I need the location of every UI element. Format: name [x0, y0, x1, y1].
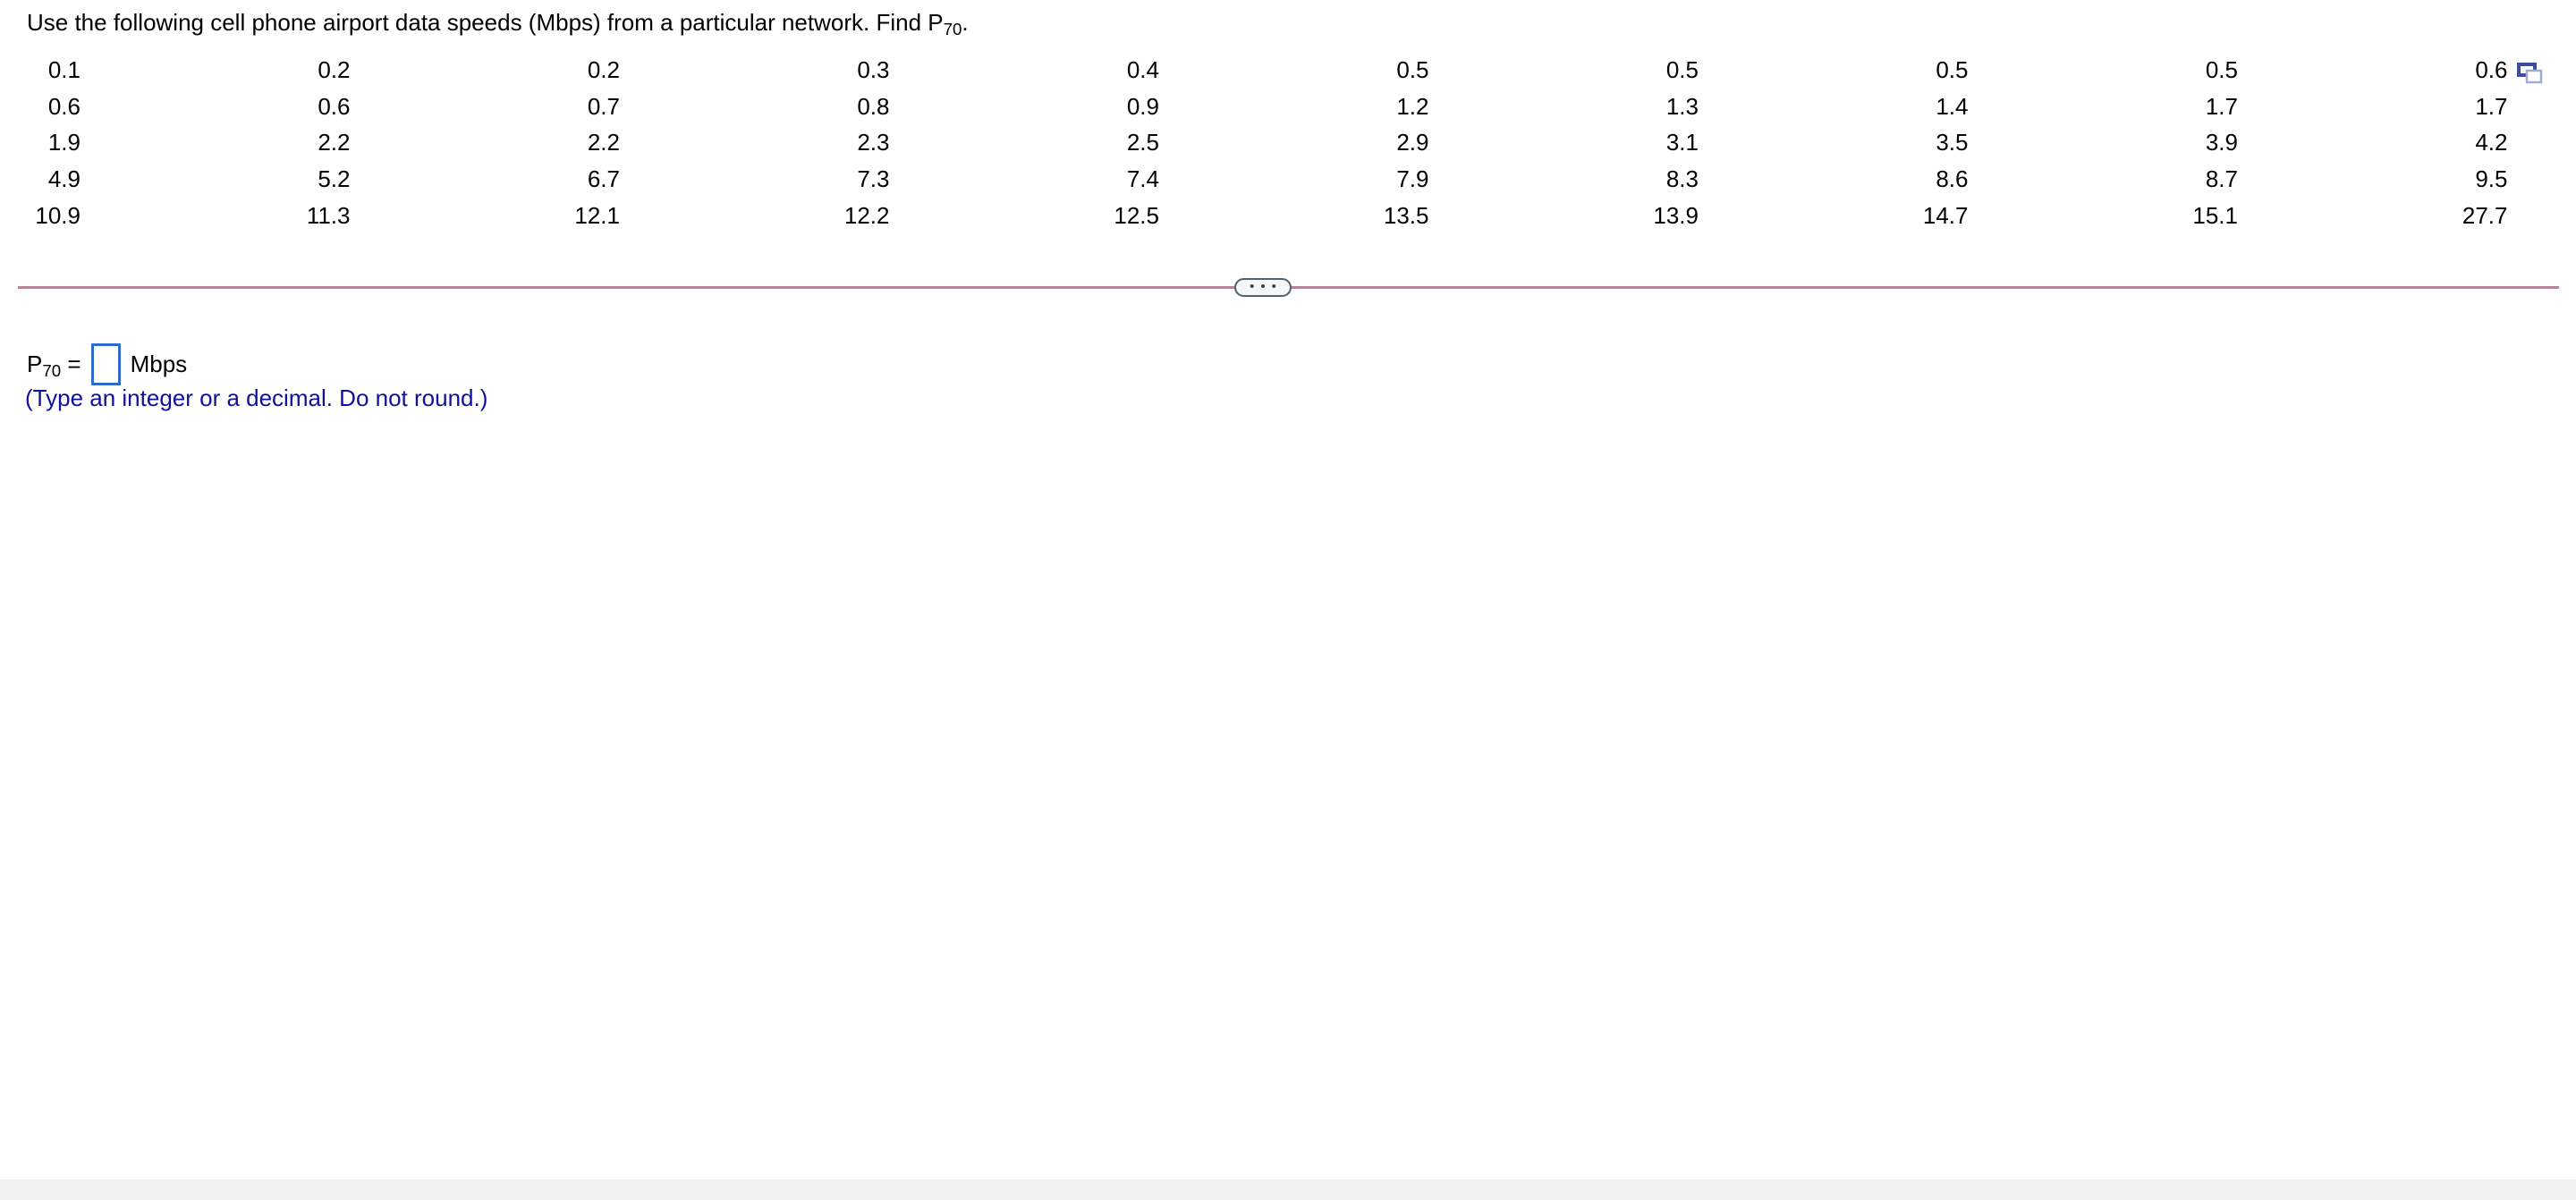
data-cell: 0.4	[1126, 55, 1159, 83]
data-cell: 8.3	[1665, 165, 1699, 192]
data-cell: 7.4	[1126, 165, 1159, 192]
data-cell: 0.9	[1126, 92, 1159, 120]
data-cell: 3.5	[1936, 129, 1969, 156]
data-table: 0.1 0.2 0.2 0.3 0.4 0.5 0.5 0.5 0.5 0.6 0.6 0.6 0.7 0…	[0, 52, 2508, 233]
data-cell: 0.5	[1665, 55, 1699, 83]
data-cell: 27.7	[2462, 201, 2508, 229]
data-cell: 3.1	[1665, 129, 1699, 156]
problem-text-end: .	[962, 9, 969, 36]
data-cell: 4.9	[47, 165, 80, 192]
ellipsis-dots-icon: •••	[1250, 278, 1283, 294]
data-cell: 2.2	[318, 129, 351, 156]
data-cell: 5.2	[318, 165, 351, 192]
data-cell: 0.5	[2205, 55, 2238, 83]
data-cell: 13.5	[1383, 201, 1429, 229]
data-cell: 1.9	[47, 129, 80, 156]
data-cell: 0.2	[318, 55, 351, 83]
data-cell: 9.5	[2475, 165, 2508, 192]
data-cell: 12.1	[574, 201, 620, 229]
ellipsis-expander-button[interactable]: •••	[1234, 278, 1292, 297]
answer-row: P70 = Mbps	[27, 342, 187, 385]
data-cell: 13.9	[1653, 201, 1699, 229]
data-cell: 4.2	[2475, 129, 2508, 156]
data-cell: 0.7	[587, 92, 620, 120]
data-cell: 0.5	[1936, 55, 1969, 83]
data-cell: 0.5	[1396, 55, 1429, 83]
problem-p-subscript: 70	[943, 20, 962, 39]
p70-answer-input[interactable]	[90, 342, 121, 385]
data-cell: 12.2	[843, 201, 890, 229]
data-cell: 15.1	[2192, 201, 2238, 229]
copy-data-icon[interactable]	[2517, 63, 2544, 86]
data-cell: 1.7	[2475, 92, 2508, 120]
problem-statement: Use the following cell phone airport dat…	[27, 9, 969, 39]
answer-equals: =	[61, 350, 81, 377]
unit-label: Mbps	[130, 350, 188, 377]
data-cell: 8.7	[2205, 165, 2238, 192]
answer-p-subscript: 70	[42, 360, 62, 380]
data-cell: 1.3	[1665, 92, 1699, 120]
data-cell: 1.7	[2205, 92, 2238, 120]
data-cell: 2.3	[857, 129, 890, 156]
data-cell: 0.3	[857, 55, 890, 83]
answer-label: P70 =	[27, 350, 81, 380]
data-cell: 0.6	[2475, 55, 2508, 83]
data-cell: 2.5	[1126, 129, 1159, 156]
data-cell: 1.4	[1936, 92, 1969, 120]
format-hint: (Type an integer or a decimal. Do not ro…	[25, 385, 488, 411]
data-cell: 10.9	[35, 201, 80, 229]
data-cell: 7.3	[857, 165, 890, 192]
data-cell: 8.6	[1936, 165, 1969, 192]
problem-text: Use the following cell phone airport dat…	[27, 9, 944, 36]
data-cell: 14.7	[1922, 201, 1969, 229]
data-cell: 2.9	[1396, 129, 1429, 156]
data-cell: 11.3	[306, 201, 351, 229]
data-cell: 0.1	[47, 55, 80, 83]
data-cell: 0.6	[318, 92, 351, 120]
bottom-bar	[0, 1179, 2576, 1200]
data-cell: 2.2	[587, 129, 620, 156]
answer-p: P	[27, 350, 43, 377]
data-cell: 1.2	[1396, 92, 1429, 120]
data-cell: 6.7	[587, 165, 620, 192]
data-cell: 0.8	[857, 92, 890, 120]
data-cell: 12.5	[1114, 201, 1159, 229]
data-cell: 0.2	[587, 55, 620, 83]
data-cell: 7.9	[1396, 165, 1429, 192]
data-cell: 0.6	[47, 92, 80, 120]
data-cell: 3.9	[2205, 129, 2238, 156]
